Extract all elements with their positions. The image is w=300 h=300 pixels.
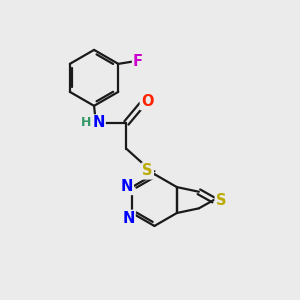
Text: F: F bbox=[133, 54, 143, 69]
Text: O: O bbox=[141, 94, 153, 109]
Text: S: S bbox=[142, 164, 153, 178]
Text: N: N bbox=[122, 211, 135, 226]
Text: H: H bbox=[81, 116, 91, 129]
Text: S: S bbox=[216, 193, 226, 208]
Text: N: N bbox=[121, 179, 133, 194]
Text: N: N bbox=[92, 116, 105, 130]
